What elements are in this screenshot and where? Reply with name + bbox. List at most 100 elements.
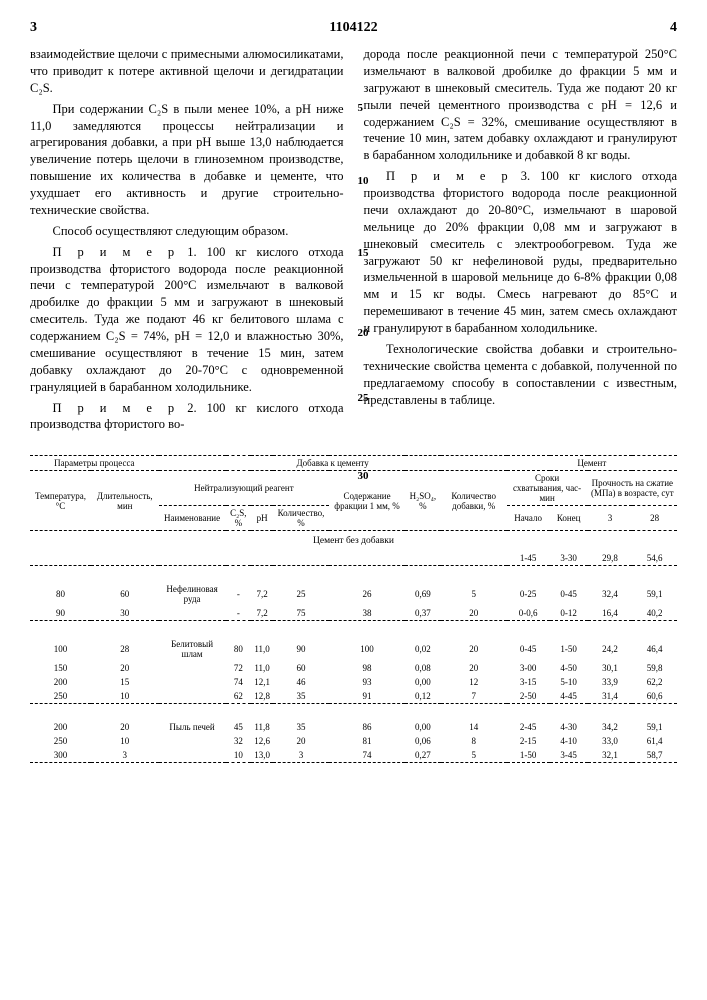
page-header: 3 1104122 4 [30,20,677,36]
cell: 74 [329,748,405,763]
cell: 90 [273,637,329,661]
example-2: П р и м е р 2. 100 кг кислого отхода про… [30,400,344,434]
cell: 14 [441,720,507,734]
th: pH [251,506,273,531]
spacer-row [30,621,677,638]
example-3: П р и м е р 3. 100 кг кислого отхода про… [364,168,678,337]
th: C₂S, % [226,506,252,531]
table-row: 9030-7,275380,37200-0,60-1216,440,2 [30,606,677,621]
cell: 4-50 [550,661,588,675]
cell: 100 [329,637,405,661]
cell: 100 [30,637,91,661]
cell: 59,1 [632,720,677,734]
cell: 0,37 [405,606,441,621]
cell: 60 [91,582,159,606]
cell: 74 [226,675,252,689]
cell: 0-12 [550,606,588,621]
cell: 2-45 [507,720,550,734]
cell: 72 [226,661,252,675]
page-num-left: 3 [30,20,37,36]
th: 28 [632,506,677,531]
cell: 200 [30,720,91,734]
cell: 60 [273,661,329,675]
cell: 0,00 [405,720,441,734]
cell: 0,02 [405,637,441,661]
cell [30,551,91,566]
cell: 10 [91,734,159,748]
cell: 45 [226,720,252,734]
cell: 61,4 [632,734,677,748]
cell: 11,0 [251,661,273,675]
cell: 10 [226,748,252,763]
cell: 33,0 [588,734,633,748]
cell: 81 [329,734,405,748]
th: Конец [550,506,588,531]
cell: 0-0,6 [507,606,550,621]
cell: 80 [226,637,252,661]
cell: 80 [30,582,91,606]
para: взаимодействие щелочи с примесными алюмо… [30,46,344,97]
cell: 0-45 [507,637,550,661]
cell [441,551,507,566]
cell: 30,1 [588,661,633,675]
table-row: 8060Нефелиновая руда-7,225260,6950-250-4… [30,582,677,606]
cell: 25 [273,582,329,606]
cell: 35 [273,689,329,704]
cell: 24,2 [588,637,633,661]
cell: 2-50 [507,689,550,704]
cell: 60,6 [632,689,677,704]
cell: 62,2 [632,675,677,689]
cell: 7,2 [251,582,273,606]
th: Длительность, мин [91,471,159,531]
cell: 38 [329,606,405,621]
th: Сроки схватывания, час-мин [507,471,588,506]
cell: 32,4 [588,582,633,606]
cell: Нефелиновая руда [159,582,226,606]
cell: 12 [441,675,507,689]
cell: 0-25 [507,582,550,606]
table-body: Цемент без добавки1-453-3029,854,68060Не… [30,531,677,763]
example-1: П р и м е р 1. 100 кг кислого отхода про… [30,244,344,396]
cell: 4-45 [550,689,588,704]
page-num-right: 4 [670,20,677,36]
doc-number: 1104122 [37,20,670,36]
cell: 5 [441,748,507,763]
cell: 150 [30,661,91,675]
cell: 200 [30,675,91,689]
th: Количество, % [273,506,329,531]
cell: 0,12 [405,689,441,704]
cell: 250 [30,734,91,748]
text-columns: 51015 202530 взаимодействие щелочи с при… [30,46,677,437]
th: Начало [507,506,550,531]
cell: 11,0 [251,637,273,661]
cell: 46 [273,675,329,689]
table-row: 200157412,146930,00123-155-1033,962,2 [30,675,677,689]
cell: 3-15 [507,675,550,689]
cell [159,661,226,675]
cell: 35 [273,720,329,734]
th-cement: Цемент [507,456,677,471]
table-row: 1-453-3029,854,6 [30,551,677,566]
th: 3 [588,506,633,531]
cell: 32,1 [588,748,633,763]
cell: 31,4 [588,689,633,704]
cell: 12,8 [251,689,273,704]
cell: 29,8 [588,551,633,566]
th: Нейтрализующий реагент [159,471,329,506]
table-row: 250103212,620810,0682-154-1033,061,4 [30,734,677,748]
cell: 16,4 [588,606,633,621]
table-row: 150207211,060980,08203-004-5030,159,8 [30,661,677,675]
cell: 20 [91,720,159,734]
cell: Белитовый шлам [159,637,226,661]
table-row: 10028Белитовый шлам8011,0901000,02200-45… [30,637,677,661]
cell: 3-00 [507,661,550,675]
th: Прочность на сжатие (МПа) в возрасте, су… [588,471,677,506]
cell: 2-15 [507,734,550,748]
cell: 62 [226,689,252,704]
cell [273,551,329,566]
spacer-row [30,704,677,721]
cell: - [226,606,252,621]
cell: 4-30 [550,720,588,734]
cell: 13,0 [251,748,273,763]
cell: 58,7 [632,748,677,763]
